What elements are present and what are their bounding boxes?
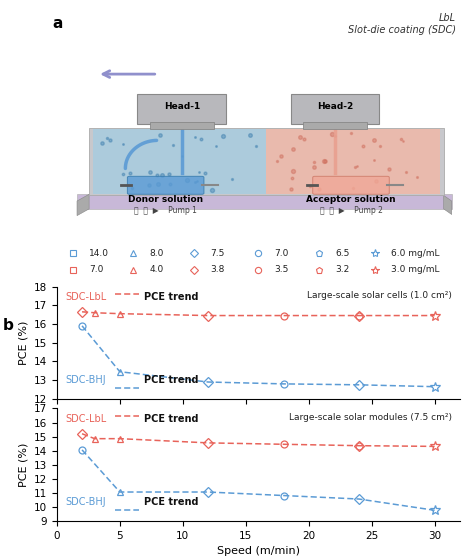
FancyBboxPatch shape <box>128 176 204 194</box>
Text: ⏻  ⏸  ▶    Pump 2: ⏻ ⏸ ▶ Pump 2 <box>319 207 383 216</box>
Text: Large-scale solar cells (1.0 cm²): Large-scale solar cells (1.0 cm²) <box>307 291 452 300</box>
Text: PCE trend: PCE trend <box>144 497 198 507</box>
Text: 7.5: 7.5 <box>210 249 224 258</box>
Text: SDC-BHJ: SDC-BHJ <box>65 375 106 385</box>
Text: Head-1: Head-1 <box>164 102 200 111</box>
Text: PCE trend: PCE trend <box>144 414 198 424</box>
Polygon shape <box>444 195 452 214</box>
Y-axis label: PCE (%): PCE (%) <box>18 442 28 487</box>
Text: a: a <box>53 16 63 31</box>
Y-axis label: PCE (%): PCE (%) <box>18 320 28 365</box>
Text: 3.5: 3.5 <box>274 265 289 274</box>
FancyBboxPatch shape <box>291 94 379 124</box>
FancyBboxPatch shape <box>149 123 214 129</box>
Text: 3.0 mg/mL: 3.0 mg/mL <box>391 265 440 274</box>
Polygon shape <box>89 128 444 195</box>
X-axis label: Speed (m/min): Speed (m/min) <box>217 546 300 556</box>
Text: LbL
Slot-die coating (SDC): LbL Slot-die coating (SDC) <box>348 13 456 35</box>
Text: ⏻  ⏸  ▶    Pump 1: ⏻ ⏸ ▶ Pump 1 <box>134 207 197 216</box>
Text: 4.0: 4.0 <box>149 265 164 274</box>
FancyBboxPatch shape <box>137 94 226 124</box>
Text: 6.0 mg/mL: 6.0 mg/mL <box>391 249 440 258</box>
Text: Donor solution: Donor solution <box>128 195 203 204</box>
Polygon shape <box>77 194 452 209</box>
Text: 7.0: 7.0 <box>89 265 103 274</box>
Text: SDC-LbL: SDC-LbL <box>65 414 106 424</box>
Text: SDC-BHJ: SDC-BHJ <box>65 497 106 507</box>
Text: Large-scale solar modules (7.5 cm²): Large-scale solar modules (7.5 cm²) <box>289 413 452 422</box>
FancyBboxPatch shape <box>313 176 389 194</box>
Text: PCE trend: PCE trend <box>144 375 198 385</box>
Text: 6.5: 6.5 <box>335 249 349 258</box>
Text: 3.8: 3.8 <box>210 265 224 274</box>
FancyBboxPatch shape <box>302 123 367 129</box>
Text: 3.2: 3.2 <box>335 265 349 274</box>
Text: b: b <box>2 318 13 333</box>
Text: Acceptor solution: Acceptor solution <box>306 195 396 204</box>
Text: 7.0: 7.0 <box>274 249 289 258</box>
Text: PCE trend: PCE trend <box>144 292 198 302</box>
Text: 8.0: 8.0 <box>149 249 164 258</box>
Polygon shape <box>266 129 439 194</box>
Text: Head-2: Head-2 <box>317 102 353 111</box>
Text: 14.0: 14.0 <box>89 249 109 258</box>
Text: SDC-LbL: SDC-LbL <box>65 292 106 302</box>
Polygon shape <box>93 129 266 194</box>
Polygon shape <box>77 194 89 216</box>
